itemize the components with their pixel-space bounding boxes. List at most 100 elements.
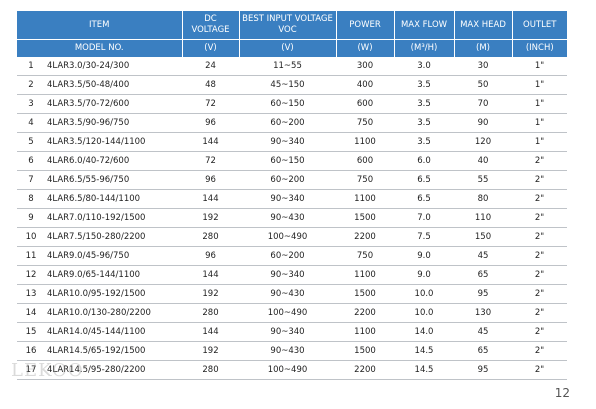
cell-model: 4LAR10.0/95-192/1500 xyxy=(45,284,182,304)
header-best-input-voltage: BEST INPUT VOLTAGE VOC xyxy=(239,11,337,40)
cell-power: 1100 xyxy=(336,322,394,342)
cell-model: 4LAR3.5/70-72/600 xyxy=(45,94,182,114)
cell-model: 4LAR7.0/110-192/1500 xyxy=(45,208,182,228)
cell-power: 750 xyxy=(336,113,394,133)
cell-power: 750 xyxy=(336,170,394,190)
cell-max-flow: 14.5 xyxy=(394,341,454,361)
cell-dc-voltage: 280 xyxy=(182,303,239,323)
cell-dc-voltage: 96 xyxy=(182,246,239,266)
cell-max-flow: 10.0 xyxy=(394,303,454,323)
cell-dc-voltage: 144 xyxy=(182,322,239,342)
cell-index: 13 xyxy=(17,284,45,304)
cell-model: 4LAR6.0/40-72/600 xyxy=(45,151,182,171)
cell-index: 5 xyxy=(17,132,45,152)
cell-max-flow: 3.5 xyxy=(394,75,454,95)
header-power: POWER xyxy=(336,11,395,40)
table-row: 6 4LAR6.0/40-72/600 72 60~150 600 6.0 40 2" xyxy=(17,151,567,171)
table-row: 7 4LAR6.5/55-96/750 96 60~200 750 6.5 55 2" xyxy=(17,170,567,190)
cell-dc-voltage: 48 xyxy=(182,75,239,95)
cell-index: 9 xyxy=(17,208,45,228)
cell-model: 4LAR9.0/65-144/1100 xyxy=(45,265,182,285)
cell-best-input-voltage: 90~340 xyxy=(239,265,336,285)
cell-dc-voltage: 192 xyxy=(182,284,239,304)
cell-max-flow: 3.5 xyxy=(394,132,454,152)
cell-max-head: 40 xyxy=(454,151,512,171)
cell-max-head: 130 xyxy=(454,303,512,323)
cell-power: 750 xyxy=(336,246,394,266)
cell-model: 4LAR3.5/120-144/1100 xyxy=(45,132,182,152)
cell-best-input-voltage: 11~55 xyxy=(239,57,336,76)
watermark: LEKOO xyxy=(11,360,84,381)
cell-dc-voltage: 96 xyxy=(182,170,239,190)
table-row: 16 4LAR14.5/65-192/1500 192 90~430 1500 14.5 6… xyxy=(17,341,567,361)
cell-dc-voltage: 280 xyxy=(182,360,239,380)
cell-outlet: 2" xyxy=(512,227,567,247)
cell-best-input-voltage: 60~200 xyxy=(239,170,336,190)
unit-max-flow: (M³/H) xyxy=(394,39,455,57)
cell-max-head: 120 xyxy=(454,132,512,152)
cell-best-input-voltage: 90~340 xyxy=(239,322,336,342)
unit-max-head: (M) xyxy=(454,39,513,57)
cell-max-head: 65 xyxy=(454,265,512,285)
cell-index: 10 xyxy=(17,227,45,247)
cell-max-head: 30 xyxy=(454,57,512,76)
pump-spec-table: ITEM DC VOLTAGE BEST INPUT VOLTAGE VOC P… xyxy=(17,11,567,380)
cell-max-head: 70 xyxy=(454,94,512,114)
cell-best-input-voltage: 60~200 xyxy=(239,246,336,266)
cell-max-head: 65 xyxy=(454,341,512,361)
cell-max-flow: 10.0 xyxy=(394,284,454,304)
table-row: 11 4LAR9.0/45-96/750 96 60~200 750 9.0 45 2" xyxy=(17,246,567,266)
cell-max-head: 90 xyxy=(454,113,512,133)
cell-dc-voltage: 144 xyxy=(182,132,239,152)
cell-max-head: 150 xyxy=(454,227,512,247)
cell-outlet: 1" xyxy=(512,57,567,76)
cell-model: 4LAR7.5/150-280/2200 xyxy=(45,227,182,247)
header-row: ITEM DC VOLTAGE BEST INPUT VOLTAGE VOC P… xyxy=(17,11,567,40)
table-row: 15 4LAR14.0/45-144/1100 144 90~340 1100 14.0 4… xyxy=(17,322,567,342)
header-dc-voltage: DC VOLTAGE xyxy=(182,11,240,40)
table-row: 8 4LAR6.5/80-144/1100 144 90~340 1100 6.5 80 2" xyxy=(17,189,567,209)
cell-power: 300 xyxy=(336,57,394,76)
cell-power: 600 xyxy=(336,151,394,171)
cell-dc-voltage: 144 xyxy=(182,265,239,285)
cell-max-head: 110 xyxy=(454,208,512,228)
cell-outlet: 2" xyxy=(512,265,567,285)
cell-dc-voltage: 96 xyxy=(182,113,239,133)
cell-dc-voltage: 192 xyxy=(182,208,239,228)
cell-best-input-voltage: 45~150 xyxy=(239,75,336,95)
table-row: 12 4LAR9.0/65-144/1100 144 90~340 1100 9.0 65 2… xyxy=(17,265,567,285)
cell-best-input-voltage: 90~340 xyxy=(239,189,336,209)
cell-max-flow: 14.5 xyxy=(394,360,454,380)
cell-model: 4LAR3.5/90-96/750 xyxy=(45,113,182,133)
cell-outlet: 2" xyxy=(512,360,567,380)
cell-max-flow: 6.5 xyxy=(394,189,454,209)
cell-power: 1100 xyxy=(336,189,394,209)
cell-power: 1100 xyxy=(336,132,394,152)
unit-row: MODEL NO. (V) (V) (W) (M³/H) (M) (INCH) xyxy=(17,39,567,57)
cell-best-input-voltage: 90~430 xyxy=(239,284,336,304)
cell-model: 4LAR3.0/30-24/300 xyxy=(45,57,182,76)
table-row: 2 4LAR3.5/50-48/400 48 45~150 400 3.5 50 1" xyxy=(17,75,567,95)
cell-index: 4 xyxy=(17,113,45,133)
cell-power: 1100 xyxy=(336,265,394,285)
cell-model: 4LAR14.5/65-192/1500 xyxy=(45,341,182,361)
cell-outlet: 2" xyxy=(512,170,567,190)
cell-max-head: 45 xyxy=(454,322,512,342)
cell-max-flow: 7.5 xyxy=(394,227,454,247)
cell-model: 4LAR14.5/95-280/2200 xyxy=(45,360,182,380)
cell-model: 4LAR3.5/50-48/400 xyxy=(45,75,182,95)
cell-model: 4LAR10.0/130-280/2200 xyxy=(45,303,182,323)
cell-max-flow: 3.5 xyxy=(394,94,454,114)
table-row: 1 4LAR3.0/30-24/300 24 11~55 300 3.0 30 1" xyxy=(17,57,567,76)
cell-max-flow: 3.5 xyxy=(394,113,454,133)
cell-outlet: 2" xyxy=(512,151,567,171)
cell-max-head: 55 xyxy=(454,170,512,190)
cell-index: 6 xyxy=(17,151,45,171)
cell-max-flow: 6.0 xyxy=(394,151,454,171)
cell-model: 4LAR6.5/55-96/750 xyxy=(45,170,182,190)
table-row: 9 4LAR7.0/110-192/1500 192 90~430 1500 7.0 110… xyxy=(17,208,567,228)
cell-index: 14 xyxy=(17,303,45,323)
cell-max-head: 45 xyxy=(454,246,512,266)
cell-power: 2200 xyxy=(336,303,394,323)
cell-best-input-voltage: 60~150 xyxy=(239,94,336,114)
